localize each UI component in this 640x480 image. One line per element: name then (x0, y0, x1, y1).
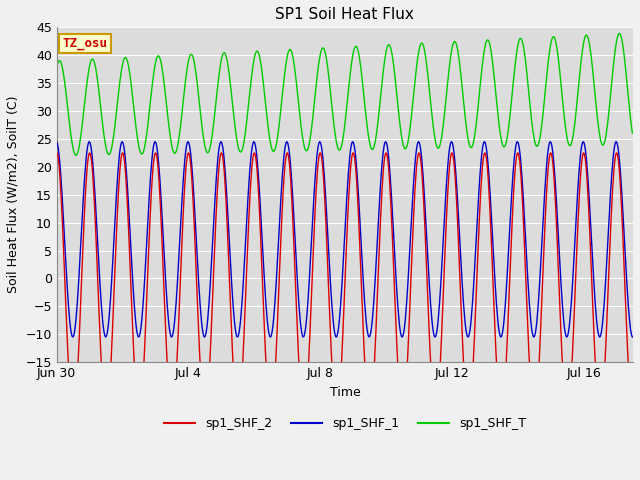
sp1_SHF_2 (628, 411, 636, 417)
sp1_SHF_T (374, 114, 382, 120)
sp1_SHF_2 (53, 150, 61, 156)
sp1_SHF_T (441, 106, 449, 111)
sp1_SHF_2 (69, 412, 77, 418)
sp1_SHF_1 (68, 334, 76, 340)
sp1_SHF_2 (341, 281, 349, 287)
sp1_SHF_2 (300, 412, 308, 418)
sp1_SHF_1 (200, 334, 208, 340)
Line: sp1_SHF_1: sp1_SHF_1 (57, 142, 632, 337)
sp1_SHF_2 (378, 201, 385, 207)
sp1_SHF_T (53, 64, 61, 70)
Text: TZ_osu: TZ_osu (63, 37, 108, 50)
sp1_SHF_1 (376, 204, 383, 209)
sp1_SHF_T (341, 121, 349, 127)
Legend: sp1_SHF_2, sp1_SHF_1, sp1_SHF_T: sp1_SHF_2, sp1_SHF_1, sp1_SHF_T (159, 412, 531, 435)
sp1_SHF_1 (378, 162, 386, 168)
sp1_SHF_1 (342, 216, 349, 222)
Line: sp1_SHF_2: sp1_SHF_2 (57, 153, 632, 415)
sp1_SHF_1 (628, 334, 636, 340)
sp1_SHF_2 (374, 264, 382, 270)
sp1_SHF_T (378, 87, 385, 93)
sp1_SHF_1 (85, 139, 93, 144)
sp1_SHF_T (200, 135, 207, 141)
sp1_SHF_2 (441, 247, 449, 253)
sp1_SHF_1 (442, 192, 449, 198)
Y-axis label: Soil Heat Flux (W/m2), SoilT (C): Soil Heat Flux (W/m2), SoilT (C) (7, 96, 20, 293)
Line: sp1_SHF_T: sp1_SHF_T (57, 34, 632, 155)
X-axis label: Time: Time (330, 385, 360, 398)
sp1_SHF_T (300, 141, 308, 147)
sp1_SHF_T (72, 152, 80, 158)
sp1_SHF_T (628, 130, 636, 136)
sp1_SHF_T (616, 31, 623, 36)
sp1_SHF_2 (200, 408, 207, 414)
sp1_SHF_1 (301, 332, 308, 338)
sp1_SHF_1 (53, 139, 61, 145)
Title: SP1 Soil Heat Flux: SP1 Soil Heat Flux (275, 7, 414, 22)
